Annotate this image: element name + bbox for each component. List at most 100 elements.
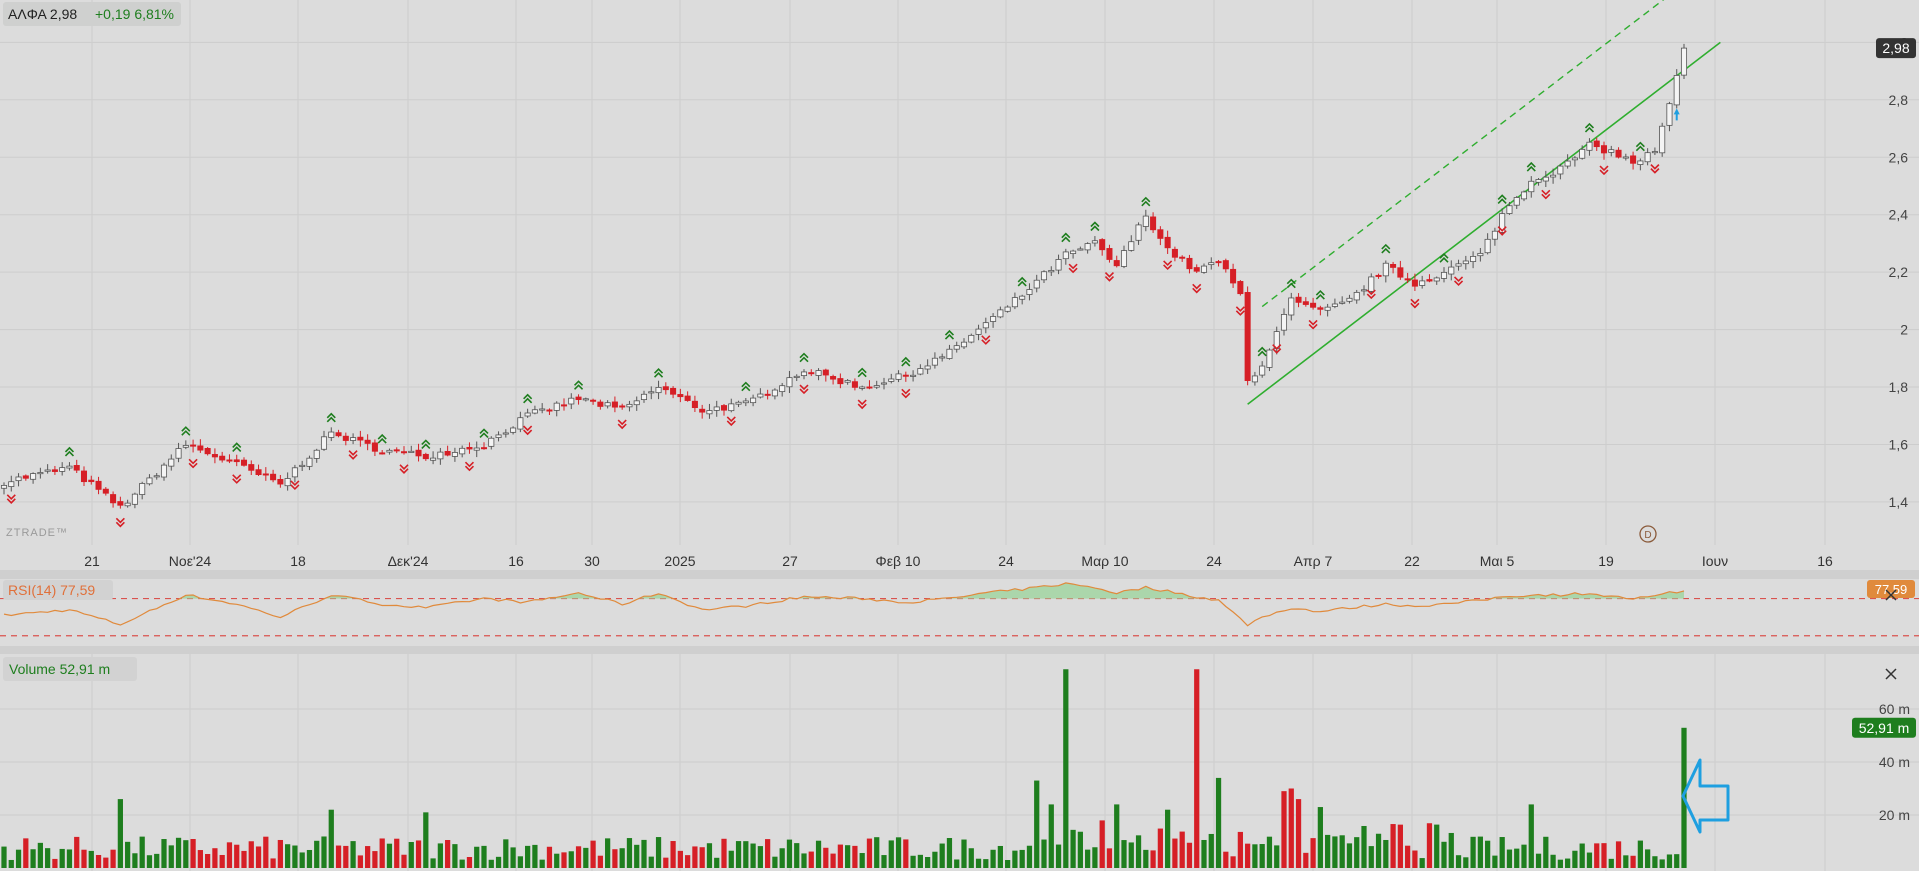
panel-dividers [0,570,1919,654]
volume-bar [517,856,523,868]
candle [895,370,902,383]
left-arrow-icon [1681,758,1730,834]
volume-bar [1237,831,1243,868]
volume-bar [139,836,145,868]
time-tick-label: 27 [782,553,798,569]
volume-bar [437,843,443,868]
volume-bar [1077,831,1083,868]
volume-bar [1208,833,1214,868]
volume-bar [757,846,763,868]
candle [502,429,509,438]
time-axis: 21 Νοε'24 18 Δεκ'24 16 30 2025 27 Φεβ 10 24 Μαρ 10… [84,553,1833,569]
candle [313,448,320,463]
volume-bar [525,845,531,868]
candle [931,352,938,369]
candle [1230,263,1237,288]
pivot-high-marker [653,368,664,378]
candle [633,396,640,411]
candle [1382,260,1389,283]
volume-bar [815,840,822,868]
candle [640,390,648,403]
volume-bar [583,847,589,868]
time-tick-label: 19 [1598,553,1614,569]
time-tick-label: 2025 [664,553,695,569]
volume-bar [1339,835,1345,868]
volume-bar [488,859,494,868]
pivot-high-marker [1526,161,1536,172]
candle [1586,138,1593,156]
pivot-low-marker [1410,298,1420,309]
pivot-high-marker [64,446,75,457]
candle [299,460,306,472]
pivot-low-marker [1650,164,1660,174]
volume-bar [1557,859,1563,868]
candle [1368,273,1375,294]
svg-text:77,59: 77,59 [1875,582,1908,597]
volume-bar [765,839,771,868]
close-icon[interactable] [1885,589,1897,601]
pivot-high-marker [1635,141,1645,152]
pivot-low-marker [1068,263,1078,274]
volume-bar [1215,777,1222,868]
volume-bar [546,846,553,868]
volume-bar [1223,851,1229,868]
svg-text:2,98: 2,98 [1882,40,1909,56]
pivot-low-marker [799,384,809,395]
pivot-high-marker [901,356,911,367]
volume-bar [1601,843,1607,868]
volume-bar [125,841,131,868]
candle [371,439,378,457]
volume-bar [8,859,14,868]
pivot-low-marker [232,474,242,484]
volume-bar [343,845,349,868]
volume-bar [655,837,662,868]
volume-bar [1528,804,1534,868]
candle [226,454,233,464]
trend-line-upper[interactable] [1261,0,1720,308]
volume-bar [925,857,931,868]
trend-line-lower[interactable] [1247,41,1721,405]
candle [1455,259,1462,271]
candle [1520,190,1528,202]
header-change: +0,19 6,81% [95,6,174,22]
header-badge [3,2,181,26]
candle [153,473,160,480]
candle [1666,101,1673,132]
volume-bar [1150,850,1156,868]
close-icon[interactable] [1885,668,1897,680]
volume-bar [474,846,480,868]
candle [990,313,997,328]
volume-bar [1405,845,1411,868]
volume-bar [881,855,887,868]
volume-bar [903,839,909,868]
candle [597,399,604,410]
volume-bar [1106,848,1113,868]
candle [1375,273,1382,279]
candle [328,427,335,442]
volume-bar [670,841,676,868]
pivot-high-marker [1497,194,1507,204]
volume-bar [845,845,851,868]
volume-bar [1652,856,1658,868]
candle [102,487,109,496]
candle [1615,147,1622,159]
volume-bar [255,846,262,868]
candle [1251,371,1258,386]
candle [1164,230,1171,254]
volume-bar [597,855,603,868]
time-tick-label: Απρ 7 [1294,553,1333,569]
candle [1440,267,1448,283]
pivot-low-marker [348,450,358,460]
volume-bar [590,840,596,868]
dividend-icon[interactable]: D [1639,525,1657,543]
volume-bar [954,859,960,868]
candle [1040,270,1048,284]
volume-bar [154,853,160,868]
candle [1630,151,1637,170]
volume-bar [554,853,560,868]
candle [168,454,175,471]
volume-bar [306,849,313,868]
volume-bar [59,848,65,868]
candle [691,395,698,412]
